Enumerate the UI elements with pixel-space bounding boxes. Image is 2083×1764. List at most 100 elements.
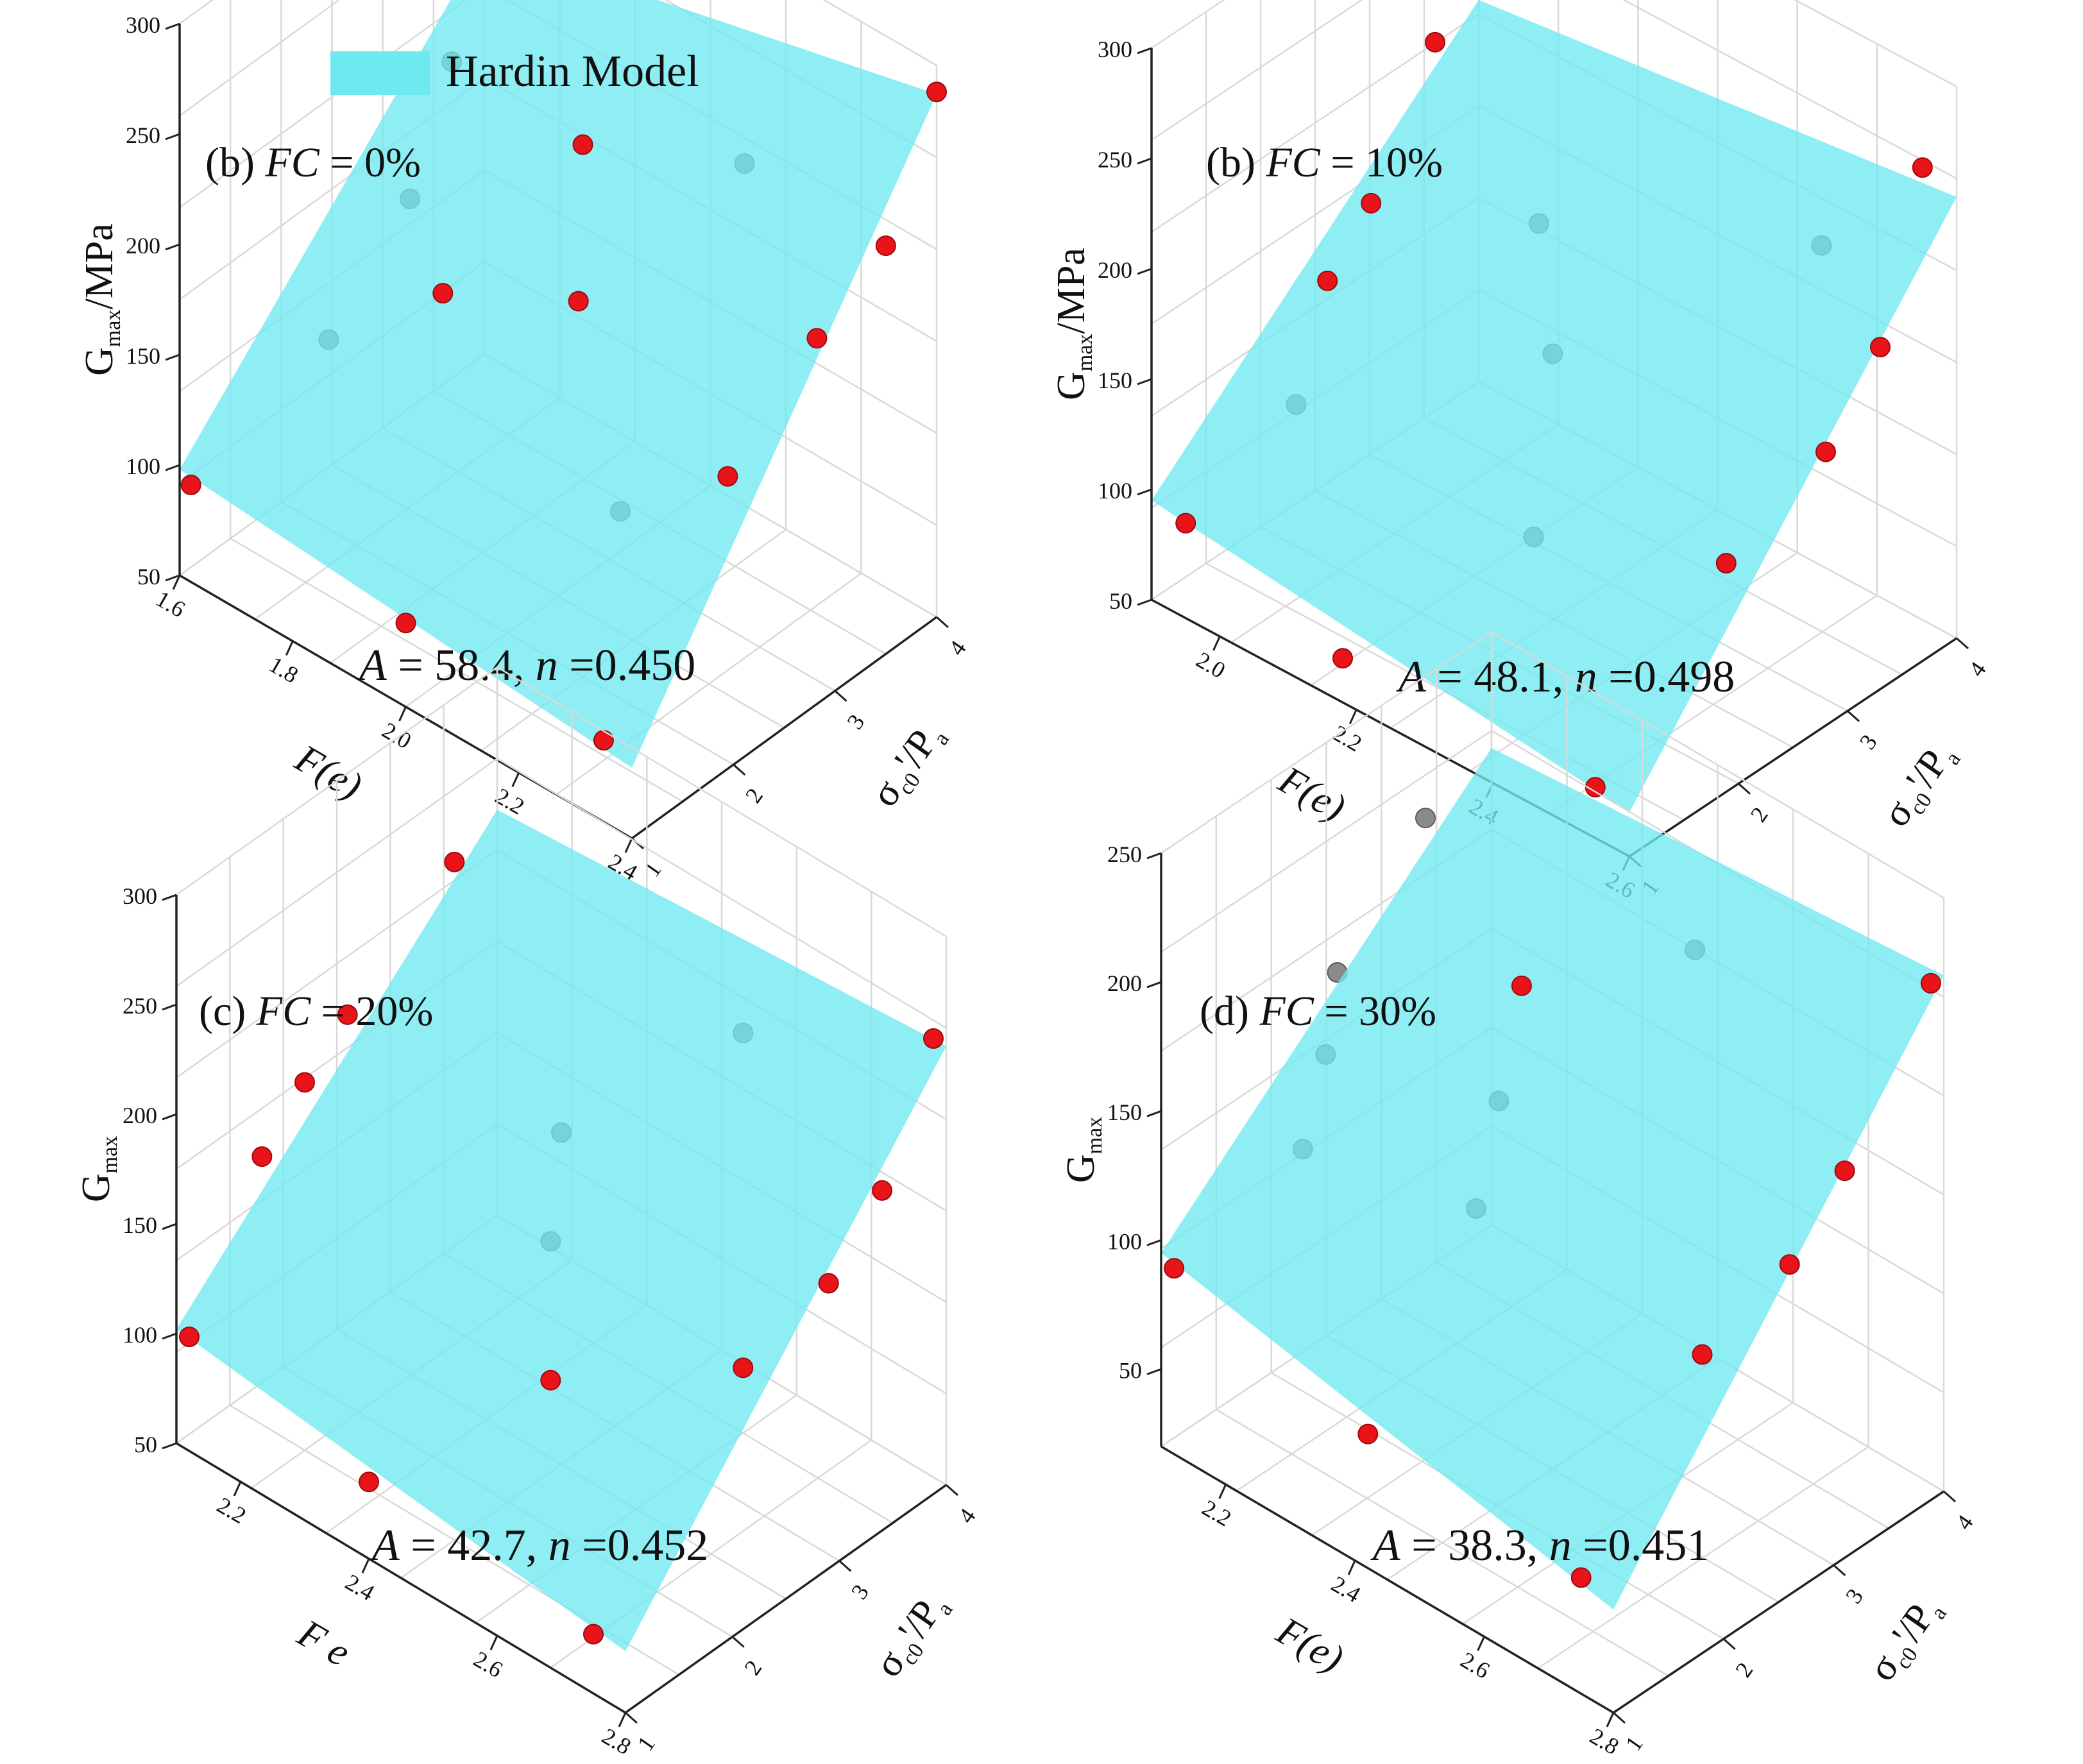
grid-line [497, 758, 947, 1029]
z-tick [162, 1332, 177, 1340]
y-axis-line [631, 616, 938, 840]
data-point [1815, 441, 1836, 462]
y-tick-label: 1 [633, 1731, 660, 1756]
data-point [1317, 270, 1338, 291]
data-point [359, 1471, 379, 1493]
legend: Hardin Model [330, 47, 699, 96]
grid-line [822, 0, 937, 67]
data-point [1920, 972, 1941, 994]
y-axis-line [624, 1484, 948, 1714]
x-tick [618, 1712, 627, 1727]
z-axis-label-sub: max [101, 310, 125, 348]
data-point [717, 466, 738, 487]
x-axis-label: F(e) [1271, 758, 1352, 830]
data-point [872, 1180, 892, 1201]
x-tick-label: 2.6 [470, 1646, 507, 1683]
z-tick-label: 200 [1107, 971, 1142, 996]
z-tick-label: 150 [1098, 368, 1132, 393]
hardin-model-surface [180, 0, 937, 768]
data-point [1570, 1567, 1592, 1588]
z-tick [1137, 47, 1152, 55]
z-axis-label: Gmax/MPa [1050, 248, 1097, 400]
x-tick [1477, 1636, 1485, 1652]
x-tick [1606, 1712, 1615, 1727]
z-axis-label-sub: max [98, 1136, 122, 1174]
z-tick-label: 250 [1107, 842, 1142, 867]
hardin-model-surface [1161, 747, 1944, 1610]
param-a-symbol: A [1396, 652, 1426, 702]
z-tick-label: 250 [123, 993, 157, 1019]
panel-title: (b) FC = 0% [205, 139, 421, 186]
x-tick-label: 2.0 [1192, 647, 1230, 683]
data-point [1425, 31, 1445, 53]
fit-parameters: A = 58.4, n =0.450 [357, 641, 695, 690]
z-tick-label: 300 [1098, 37, 1132, 62]
z-tick [1146, 981, 1162, 988]
z-tick [1146, 1368, 1162, 1375]
data-point [1361, 192, 1382, 214]
z-axis-label-suffix: /MPa [78, 223, 121, 309]
data-point [1164, 1258, 1185, 1279]
data-point [432, 283, 454, 304]
y-axis-label: σc0'/Pa [1860, 1588, 1951, 1691]
data-point [583, 1624, 604, 1645]
panel-title: (c) FC = 20% [199, 988, 433, 1035]
z-axis-label: Gmax [1059, 1117, 1107, 1183]
z-tick-label: 100 [1107, 1228, 1142, 1254]
grid-line [1161, 631, 1492, 854]
data-point [1715, 553, 1737, 574]
fc-label: FC [1259, 988, 1314, 1035]
x-tick [398, 706, 407, 722]
panel-label: (c) [199, 988, 257, 1035]
y-tick [1722, 1638, 1736, 1650]
x-tick [511, 772, 520, 788]
y-axis-line [1613, 1490, 1944, 1714]
z-axis-label-main: G [1050, 371, 1093, 400]
y-tick-label: 3 [1855, 730, 1882, 754]
data-point [1175, 513, 1196, 534]
x-tick-label: 2.8 [1586, 1723, 1624, 1760]
hardin-model-surface [176, 810, 946, 1652]
grid-line [1161, 730, 1492, 953]
data-point [593, 730, 614, 751]
z-tick [165, 464, 180, 471]
z-tick [165, 353, 180, 361]
x-tick-label: 1.8 [265, 652, 303, 688]
y-tick [1613, 1711, 1626, 1724]
data-points-front [1164, 972, 1941, 1588]
fc-value: = 0% [319, 139, 421, 186]
grid-line [176, 758, 498, 987]
z-tick-label: 300 [126, 12, 160, 38]
x-tick-label: 2.6 [1456, 1647, 1494, 1683]
panel-label: (b) [1206, 139, 1266, 186]
y-tick-label: 3 [846, 1580, 874, 1604]
grid-line [1793, 0, 1957, 88]
data-point [1415, 808, 1436, 829]
param-a-symbol: A [370, 1521, 400, 1570]
grid-line [1622, 0, 1957, 180]
x-tick-label: 2.2 [1198, 1495, 1236, 1531]
y-axis-label: σc0'/Pa [862, 714, 954, 817]
z-axis-label-suffix: /MPa [1050, 248, 1093, 334]
data-point [1779, 1254, 1800, 1275]
x-tick [1348, 709, 1357, 725]
y-tick-label: 2 [1746, 802, 1773, 827]
y-tick [1943, 1490, 1956, 1503]
y-tick-label: 1 [1620, 1731, 1648, 1756]
z-tick [1137, 378, 1152, 386]
data-point [926, 81, 947, 103]
y-tick-label: 2 [740, 783, 768, 808]
legend-swatch-hardin-model [330, 51, 430, 95]
data-points-front [180, 81, 947, 751]
data-point [395, 613, 416, 634]
z-tick [162, 1113, 177, 1121]
z-tick-label: 150 [126, 343, 160, 369]
x-tick [489, 1635, 498, 1650]
z-axis-label: Gmax/MPa [78, 223, 125, 376]
fc-label: FC [256, 988, 311, 1035]
z-tick-label: 100 [1098, 478, 1132, 504]
z-tick-label: 50 [1109, 588, 1132, 614]
z-axis-label-main: G [74, 1173, 118, 1202]
z-axis-label-main: G [78, 347, 121, 376]
